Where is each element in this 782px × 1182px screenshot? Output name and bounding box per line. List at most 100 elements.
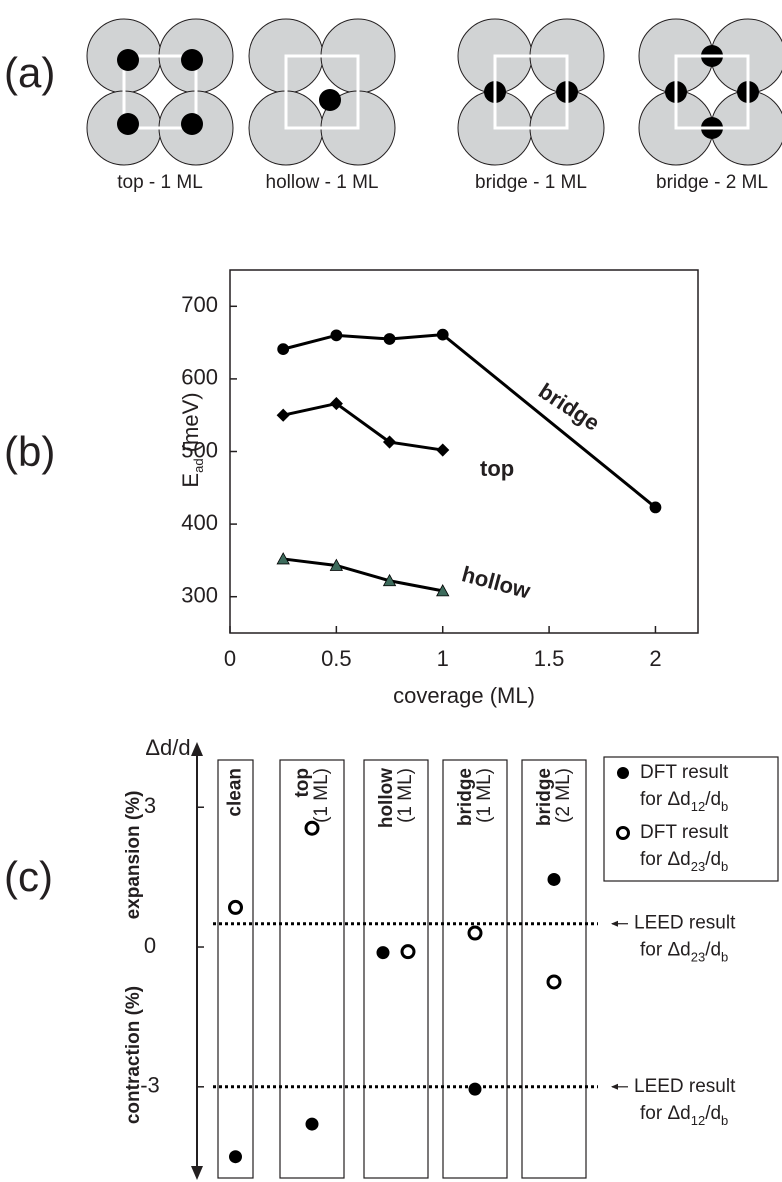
axis-arrow xyxy=(191,1166,203,1180)
data-point xyxy=(305,1117,319,1131)
data-point xyxy=(468,1082,482,1096)
y-tick-label: 300 xyxy=(181,583,218,608)
marker xyxy=(436,328,449,341)
category-note: (1 ML) xyxy=(311,768,332,823)
data-point xyxy=(467,925,483,941)
text-part: 23 xyxy=(691,859,705,874)
adsorbate xyxy=(117,49,139,71)
panel-a: top - 1 ML hollow - 1 ML bridge - 1 ML brid… xyxy=(86,18,782,193)
legend-label: for Δd23/db xyxy=(640,849,728,874)
category-label: clean xyxy=(225,768,246,817)
x-tick-label: 1.5 xyxy=(534,646,565,671)
category-note: (2 ML) xyxy=(553,768,574,823)
diagram-label: bridge - 2 ML xyxy=(656,172,768,193)
y-tick-label: 0 xyxy=(144,933,156,958)
text-part: for Δd xyxy=(640,1103,691,1124)
marker xyxy=(330,329,343,342)
x-tick-label: 2 xyxy=(649,646,661,671)
y-tick-label: 3 xyxy=(144,793,156,818)
text-part: E xyxy=(178,473,203,488)
marker xyxy=(436,584,450,597)
axis-arrow xyxy=(191,742,203,756)
series-label: top xyxy=(480,456,514,481)
axis-annotation: contraction (%) xyxy=(123,986,144,1124)
data-point xyxy=(229,1150,242,1164)
x-tick-label: 0.5 xyxy=(321,646,352,671)
legend-marker xyxy=(617,767,629,779)
panel-label: (b) xyxy=(4,428,55,475)
data-point xyxy=(228,899,243,915)
adsorbate xyxy=(117,113,139,135)
diagram-label: hollow - 1 ML xyxy=(266,172,379,193)
category-note: (1 ML) xyxy=(395,768,416,823)
text-part: for Δd xyxy=(640,789,691,810)
x-tick-label: 1 xyxy=(437,646,449,671)
marker xyxy=(382,573,397,587)
text-part: for Δd xyxy=(640,940,691,961)
panel-label: (c) xyxy=(4,853,53,900)
marker xyxy=(276,408,290,422)
marker xyxy=(649,501,662,514)
adsorbate xyxy=(181,49,203,71)
y-axis-label: Δd/d xyxy=(145,735,190,760)
category-note: (1 ML) xyxy=(474,768,495,823)
reference-label: for Δd12/db xyxy=(640,1103,728,1128)
pointer-head xyxy=(611,920,618,927)
diagram-label: bridge - 1 ML xyxy=(475,172,587,193)
pointer-head xyxy=(611,1083,618,1090)
marker xyxy=(329,397,343,411)
y-tick-label: 600 xyxy=(181,365,218,390)
text-part: 12 xyxy=(691,799,705,814)
category-box xyxy=(442,759,508,1179)
diagram-label: top - 1 ML xyxy=(117,172,203,193)
x-axis-label: coverage (ML) xyxy=(393,683,535,708)
marker xyxy=(277,343,290,356)
y-tick-label: -3 xyxy=(140,1073,160,1098)
category-box xyxy=(279,759,345,1179)
data-point xyxy=(546,974,562,990)
text-part: 23 xyxy=(691,950,705,965)
unit-cell xyxy=(122,54,198,130)
category-label: hollow xyxy=(376,768,397,828)
category-box xyxy=(363,759,429,1179)
text-part: b xyxy=(721,859,728,874)
text-part: /d xyxy=(705,940,721,961)
marker xyxy=(329,558,344,571)
reference-label: LEED result xyxy=(634,1076,736,1097)
text-part: for Δd xyxy=(640,849,691,870)
y-tick-label: 500 xyxy=(181,437,218,462)
y-tick-label: 700 xyxy=(181,292,218,317)
text-part: b xyxy=(721,799,728,814)
x-tick-label: 0 xyxy=(224,646,236,671)
text-part: b xyxy=(721,1113,728,1128)
data-point xyxy=(304,820,320,836)
category-label: top xyxy=(292,768,313,798)
y-axis-label: Ead (meV) xyxy=(178,392,206,487)
series-label: bridge xyxy=(534,378,604,436)
data-point xyxy=(547,872,561,886)
text-part: (meV) xyxy=(178,392,203,458)
marker xyxy=(382,435,397,449)
series-line xyxy=(282,557,444,593)
reference-label: for Δd23/db xyxy=(640,940,728,965)
data-point xyxy=(376,946,390,960)
category-label: bridge xyxy=(534,768,555,826)
marker xyxy=(383,333,396,345)
y-tick-label: 400 xyxy=(181,510,218,535)
category-box xyxy=(521,759,587,1179)
category-box xyxy=(217,759,254,1179)
reference-label: LEED result xyxy=(634,913,736,934)
marker xyxy=(276,552,290,565)
text-part: b xyxy=(721,950,728,965)
adsorbate xyxy=(319,89,341,111)
legend-label: DFT result xyxy=(640,762,729,783)
marker xyxy=(436,443,450,457)
adsorbate xyxy=(181,113,203,135)
legend-label: DFT result xyxy=(640,822,729,843)
text-part: /d xyxy=(705,789,721,810)
text-part: ad xyxy=(191,458,206,472)
category-label: bridge xyxy=(455,768,476,826)
text-part: /d xyxy=(705,1103,721,1124)
panel-label: (a) xyxy=(4,49,55,96)
